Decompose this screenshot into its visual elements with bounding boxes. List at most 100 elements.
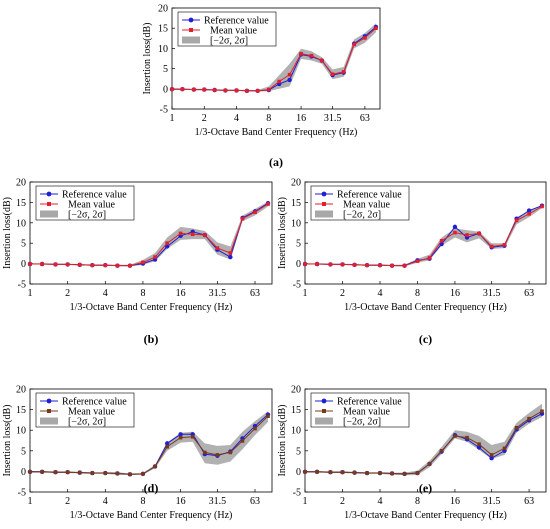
mean-point [415,471,420,475]
mean-point [215,453,220,457]
mean-point [266,414,270,418]
mean-point [212,88,217,92]
mean-point [40,470,44,474]
plot-frame [171,7,381,110]
legend-band-swatch [40,417,58,425]
mean-point [28,470,32,474]
series-line-mean [305,410,543,475]
plot-frame [304,181,547,285]
mean-point [253,426,257,431]
x-tick-label: 63 [250,496,260,507]
mean-point [330,72,335,77]
mean-point [245,89,249,93]
mean-point [103,263,108,268]
mean-point [234,88,239,93]
sigma-band [30,411,268,476]
x-tick-label: 63 [524,496,534,507]
mean-point [178,231,183,236]
mean-point [190,232,195,237]
mean-point [502,446,507,451]
mean-point [502,243,507,247]
mean-point [153,255,157,259]
legend-label: Mean value [343,407,390,418]
y-tick-label: 15 [158,24,168,35]
mean-point [341,70,346,74]
y-tick-label: 15 [291,405,301,416]
mean-point [53,470,58,475]
reference-point [287,77,292,83]
legend-reference-marker [321,398,327,404]
panel-label: (a) [269,155,283,169]
legend-mean-marker [47,202,51,206]
mean-point [128,263,132,268]
x-tick-label: 31.5 [483,496,501,507]
series-line-mean [305,206,543,267]
legend-label: [−2σ, 2σ] [210,36,248,47]
y-tick-label: 10 [16,426,26,437]
x-tick-label: 2 [340,288,345,299]
x-axis-label: 1/3-Octave Band Center Frequency (Hz) [344,302,507,313]
legend-mean-marker [189,28,193,32]
mean-point [165,444,169,449]
mean-point [303,470,307,474]
mean-point [378,263,382,268]
mean-point [180,87,185,92]
reference-point [452,224,458,230]
legend-label: [−2σ, 2σ] [343,417,381,428]
reference-point [164,244,170,249]
mean-point [540,204,544,209]
legend-label: Reference value [204,16,269,27]
mean-point [465,233,469,237]
legend-mean-marker [322,202,326,206]
reference-point [526,208,532,213]
mean-point [439,449,444,453]
y-tick-label: -5 [293,280,301,291]
mean-point [340,470,345,475]
mean-point [374,26,378,30]
y-tick-label: 0 [296,259,301,270]
legend-label: [−2σ, 2σ] [343,210,381,221]
legend-label: Mean value [210,26,257,37]
y-tick-label: 10 [16,218,26,229]
x-tick-label: 2 [340,496,345,507]
mean-point [427,462,432,466]
y-tick-label: 10 [291,426,301,437]
mean-point [527,416,531,421]
legend-band-swatch [182,36,200,44]
mean-point [228,450,233,455]
x-tick-label: 8 [140,288,145,299]
x-tick-label: 63 [250,288,260,299]
mean-point [115,471,120,476]
series-line-mean [30,203,269,267]
mean-point [266,202,270,206]
legend-band-swatch [315,210,333,218]
legend-band-swatch [315,417,333,425]
y-tick-label: 10 [291,218,301,229]
x-tick-label: 16 [176,496,186,507]
mean-point [489,453,494,457]
panel-label: (c) [419,332,432,346]
panel-label: (e) [419,481,432,495]
legend-mean-marker [322,409,326,413]
mean-point [514,218,519,223]
mean-point [328,262,333,267]
mean-point [352,42,356,47]
y-tick-label: 15 [291,198,301,209]
mean-point [340,262,345,267]
x-tick-label: 63 [360,113,370,124]
y-tick-label: 20 [16,385,26,396]
legend-label: Mean value [343,200,390,211]
y-tick-label: -5 [18,488,26,499]
legend-reference-marker [46,398,52,404]
mean-point [192,87,196,92]
mean-point [202,87,207,92]
y-tick-label: 0 [21,259,26,270]
y-tick-label: 5 [296,239,301,250]
legend-label: Mean value [68,407,115,418]
y-tick-label: 5 [21,446,26,457]
mean-point [170,87,174,92]
